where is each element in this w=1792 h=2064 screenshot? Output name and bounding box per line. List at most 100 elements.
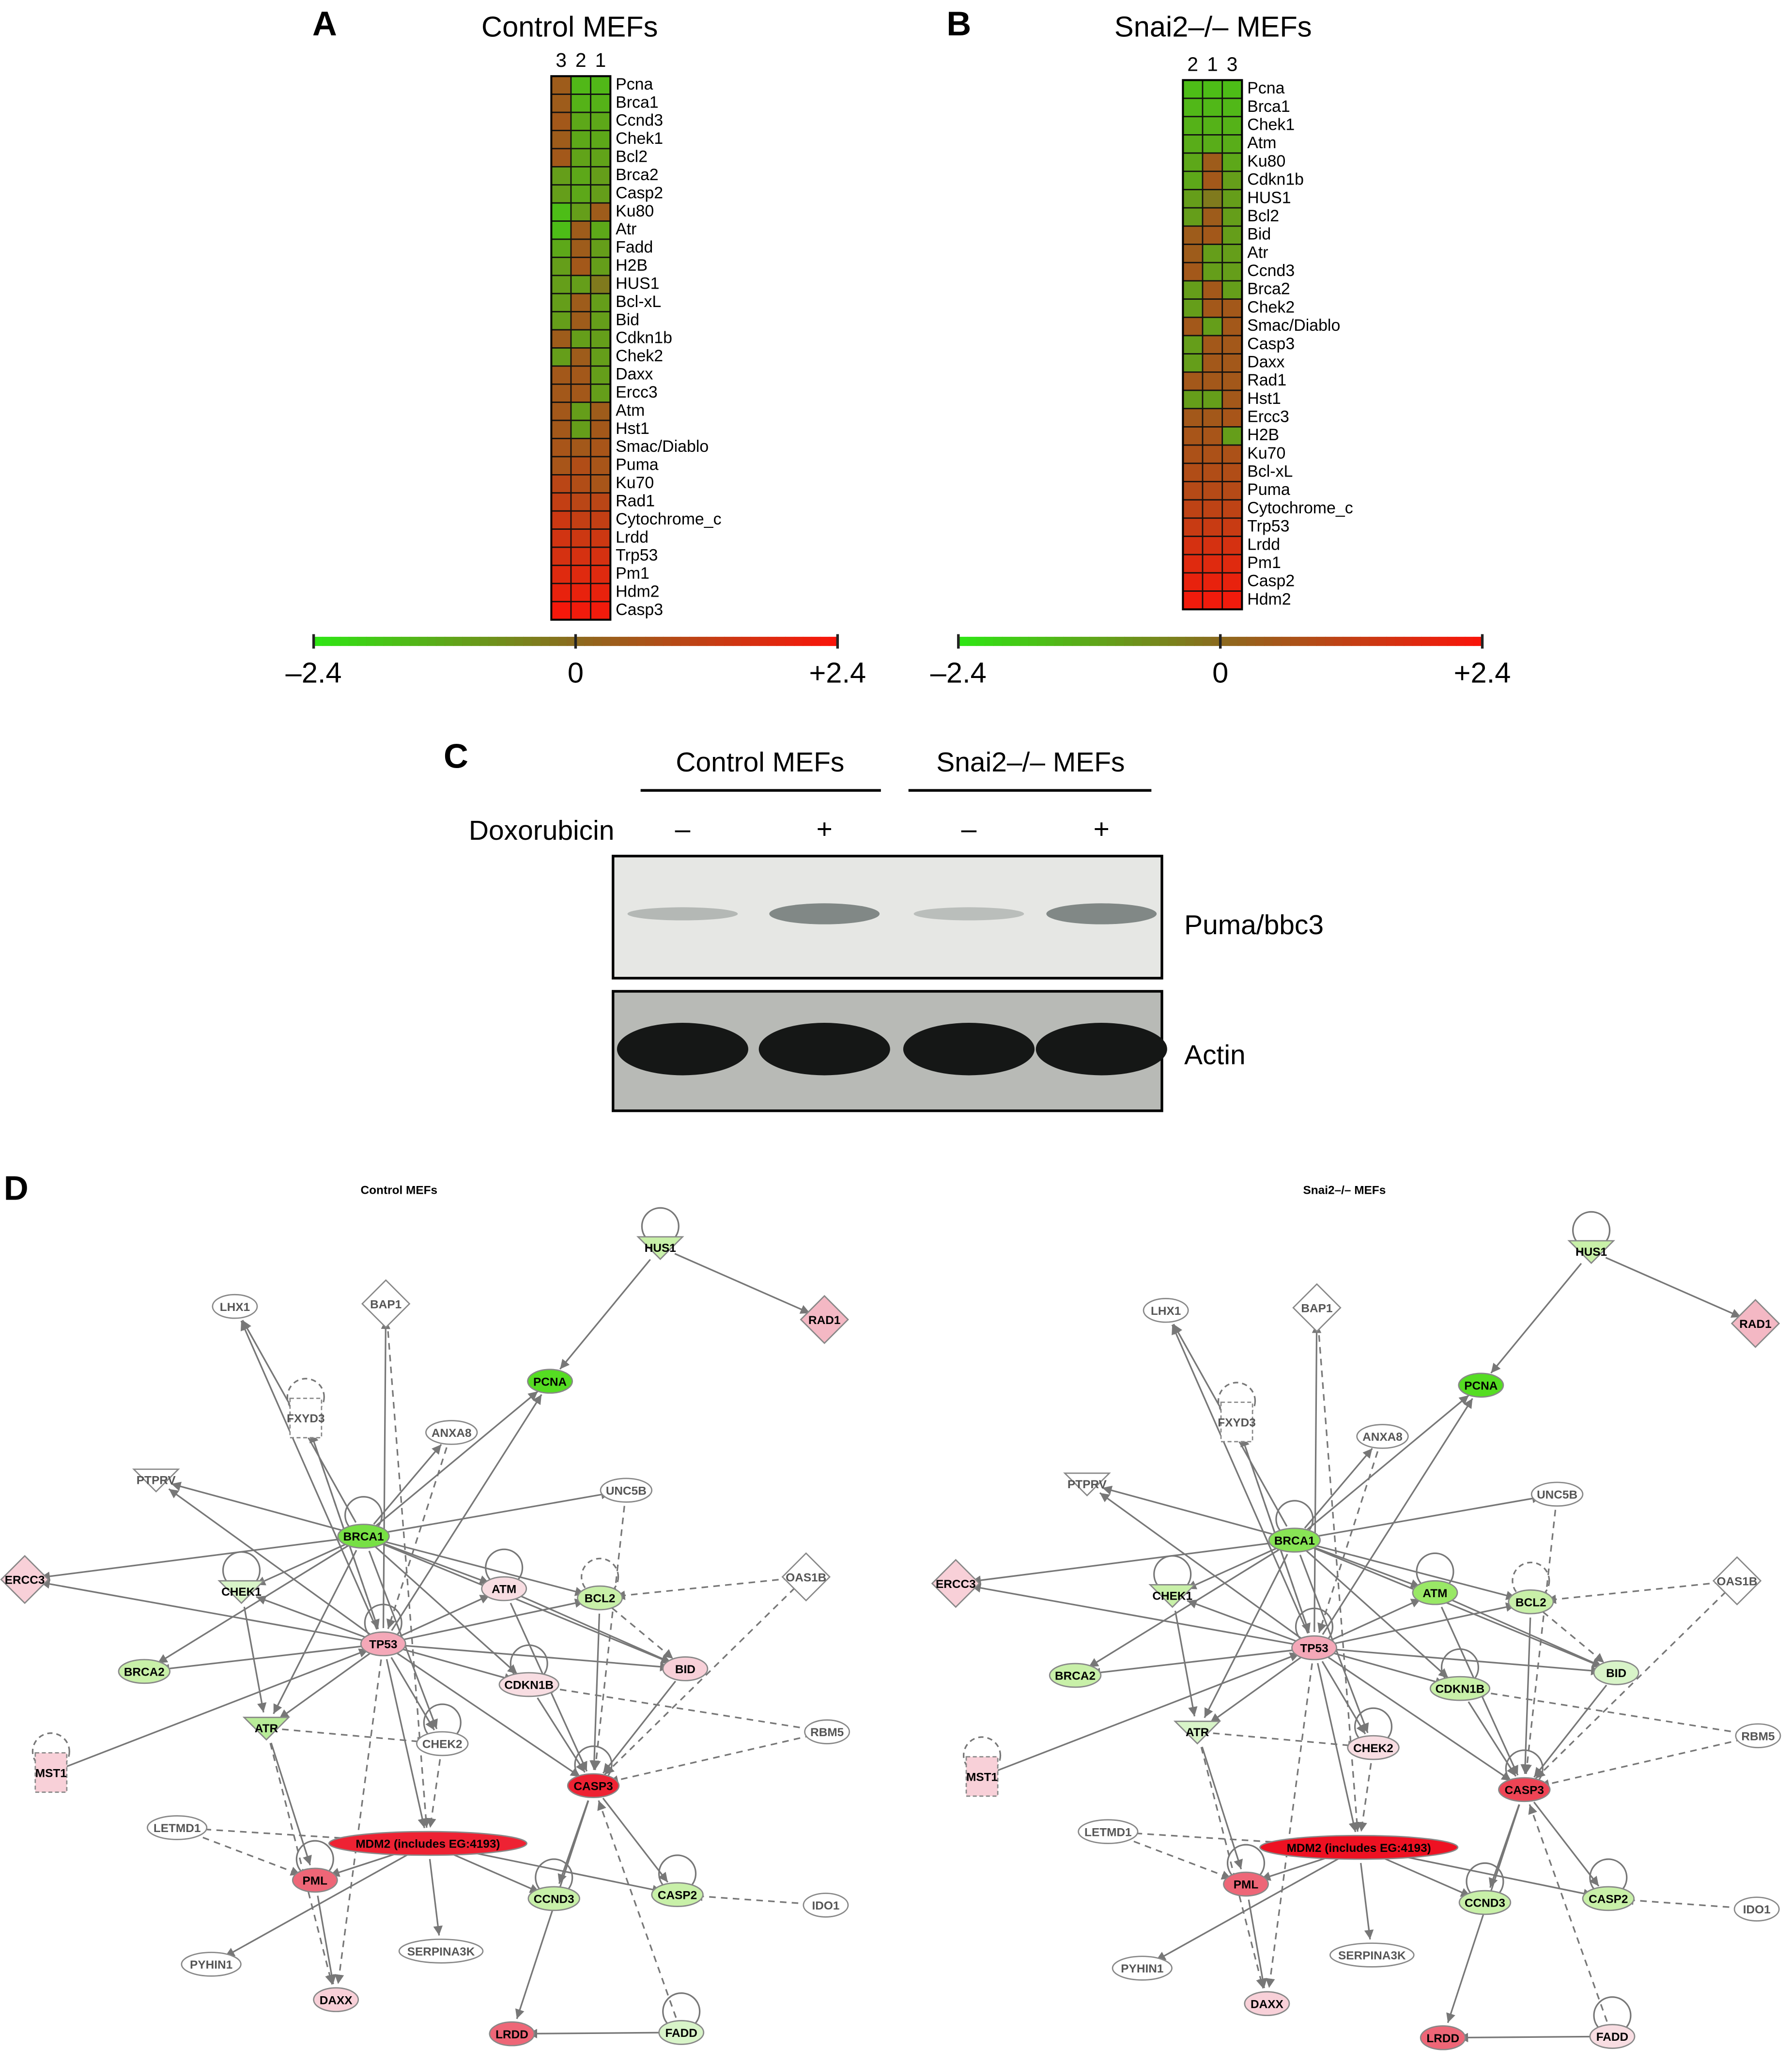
gene-label: H2B — [1247, 426, 1279, 444]
blot-band — [758, 1023, 890, 1076]
panel-letter: C — [444, 737, 468, 775]
heatmap-cell — [590, 75, 611, 95]
heatmap-cell — [1202, 444, 1223, 464]
node-label: PML — [1234, 1879, 1259, 1892]
network-edge — [40, 1537, 348, 1581]
scale-bar-segment — [671, 636, 681, 646]
node — [481, 1576, 527, 1602]
scale-bar-segment — [1272, 636, 1282, 646]
network-edge — [1317, 1663, 1358, 1833]
network-edge — [1321, 1661, 1366, 1735]
column-label: 3 — [1227, 53, 1238, 75]
heatmap-cell — [590, 383, 611, 403]
treatment-sign: – — [675, 814, 691, 845]
network-edge — [397, 1594, 490, 1638]
scale-bar-segment — [1395, 636, 1405, 646]
heatmap-cell — [1202, 371, 1223, 391]
heatmap-border — [1182, 79, 1243, 611]
node — [1508, 1589, 1554, 1615]
heatmap-cell — [1182, 134, 1204, 154]
heatmap-cell — [1202, 408, 1223, 428]
scale-bar-segment — [1081, 636, 1090, 646]
scale-bar-segment — [1229, 636, 1239, 646]
column-label: 1 — [595, 49, 606, 71]
node-label: BID — [1606, 1667, 1626, 1680]
heatmap-cell — [1221, 207, 1243, 227]
node-label: CCND3 — [1465, 1897, 1505, 1910]
network-edge — [1310, 1494, 1542, 1539]
node-label: SERPINA3K — [407, 1945, 475, 1958]
node — [1458, 1372, 1504, 1398]
scale-bar-segment — [724, 636, 734, 646]
node-label: FXYD3 — [287, 1412, 325, 1425]
gene-label: Casp3 — [616, 601, 663, 619]
scale-bar-segment — [689, 636, 699, 646]
heatmap-cell — [1221, 517, 1243, 537]
network-edge — [1528, 1804, 1608, 2022]
heatmap-cell — [570, 456, 592, 476]
heatmap-cell — [1182, 444, 1204, 464]
network-edge — [278, 1652, 371, 1720]
heatmap-cell — [1182, 590, 1204, 610]
scale-bar-segment — [820, 636, 830, 646]
heatmap-cell — [590, 438, 611, 458]
network-edge — [168, 1488, 371, 1635]
heatmap-cell — [590, 546, 611, 566]
node-label: LHX1 — [220, 1301, 250, 1314]
network-edge — [224, 1850, 415, 1957]
node-label: ANXA8 — [432, 1427, 472, 1440]
network-edge — [1306, 1394, 1469, 1531]
scale-bar-segment — [1246, 636, 1256, 646]
scale-bar-segment — [1168, 636, 1177, 646]
node-label: ATM — [1422, 1587, 1447, 1600]
node — [212, 1294, 258, 1319]
scale-bar-segment — [1002, 636, 1012, 646]
gene-label: Atr — [1247, 243, 1268, 262]
heatmap-cell — [1202, 590, 1223, 610]
network-edge — [1535, 1591, 1727, 1779]
network-edge — [1309, 1545, 1602, 1668]
heatmap-cell — [590, 456, 611, 476]
heatmap-cell — [550, 166, 572, 186]
gene-label: Bcl-xL — [1247, 462, 1293, 481]
node — [1530, 1481, 1584, 1507]
gene-label: Chek1 — [1247, 116, 1295, 134]
scale-bar-segment — [366, 636, 376, 646]
gene-label: Rad1 — [1247, 371, 1286, 389]
heatmap-cell — [550, 111, 572, 131]
scale-tick-label: –2.4 — [930, 656, 987, 689]
node-label: UNC5B — [606, 1484, 647, 1497]
scale-bar-segment — [1150, 636, 1160, 646]
node-label: LRDD — [1426, 2032, 1459, 2045]
band-label: Puma/bbc3 — [1184, 909, 1324, 940]
gene-label: Cytochrome_c — [616, 510, 721, 528]
scale-bar-segment — [610, 636, 620, 646]
heatmap-cell — [1221, 554, 1243, 574]
heatmap-cell — [550, 75, 572, 95]
network-edge — [1186, 1546, 1281, 1590]
node — [398, 1939, 484, 1964]
node-label: MDM2 (includes EG:4193) — [355, 1838, 500, 1851]
blot-band — [1046, 903, 1157, 924]
network-edge — [1468, 1701, 1517, 1777]
heatmap-border — [550, 75, 612, 621]
node — [931, 1558, 981, 1608]
heatmap-cell — [550, 601, 572, 621]
node-label: ATM — [492, 1583, 516, 1596]
scale-bar-segment — [750, 636, 760, 646]
heatmap-cell — [570, 583, 592, 602]
node-label: PYHIN1 — [190, 1958, 232, 1972]
scale-bar-segment — [1089, 636, 1099, 646]
node — [360, 1631, 406, 1657]
heatmap-cell — [570, 166, 592, 186]
heatmap-cell — [570, 184, 592, 204]
heatmap-cell — [550, 474, 572, 494]
gene-label: Pm1 — [616, 564, 649, 583]
heatmap-cell — [1182, 408, 1204, 428]
heatmap-cell — [590, 111, 611, 131]
heatmap-cell — [1221, 572, 1243, 592]
heatmap-cell — [1182, 316, 1204, 337]
gene-label: Ccnd3 — [616, 111, 663, 130]
node — [1223, 1871, 1269, 1897]
